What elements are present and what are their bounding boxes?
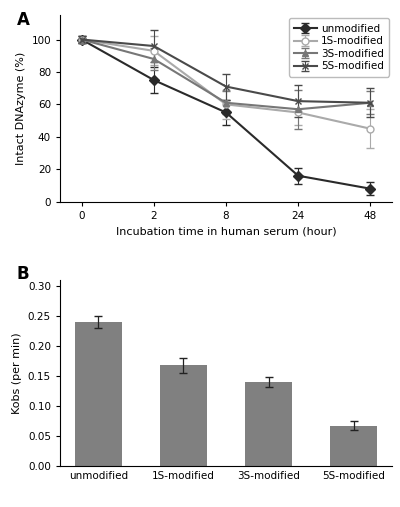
Bar (160, 366, 207, 466)
Y-axis label: Kobs (per min): Kobs (per min) (12, 333, 22, 414)
Legend: unmodified, 1S-modified, 3S-modified, 5S-modified: unmodified, 1S-modified, 3S-modified, 5S… (288, 18, 389, 77)
X-axis label: Incubation time in human serum (hour): Incubation time in human serum (hour) (116, 226, 336, 236)
Bar (75, 322, 122, 466)
Text: B: B (17, 265, 30, 283)
Y-axis label: Intact DNAzyme (%): Intact DNAzyme (%) (16, 52, 26, 165)
Bar (245, 382, 292, 466)
Text: A: A (17, 12, 30, 29)
Bar (330, 425, 377, 466)
